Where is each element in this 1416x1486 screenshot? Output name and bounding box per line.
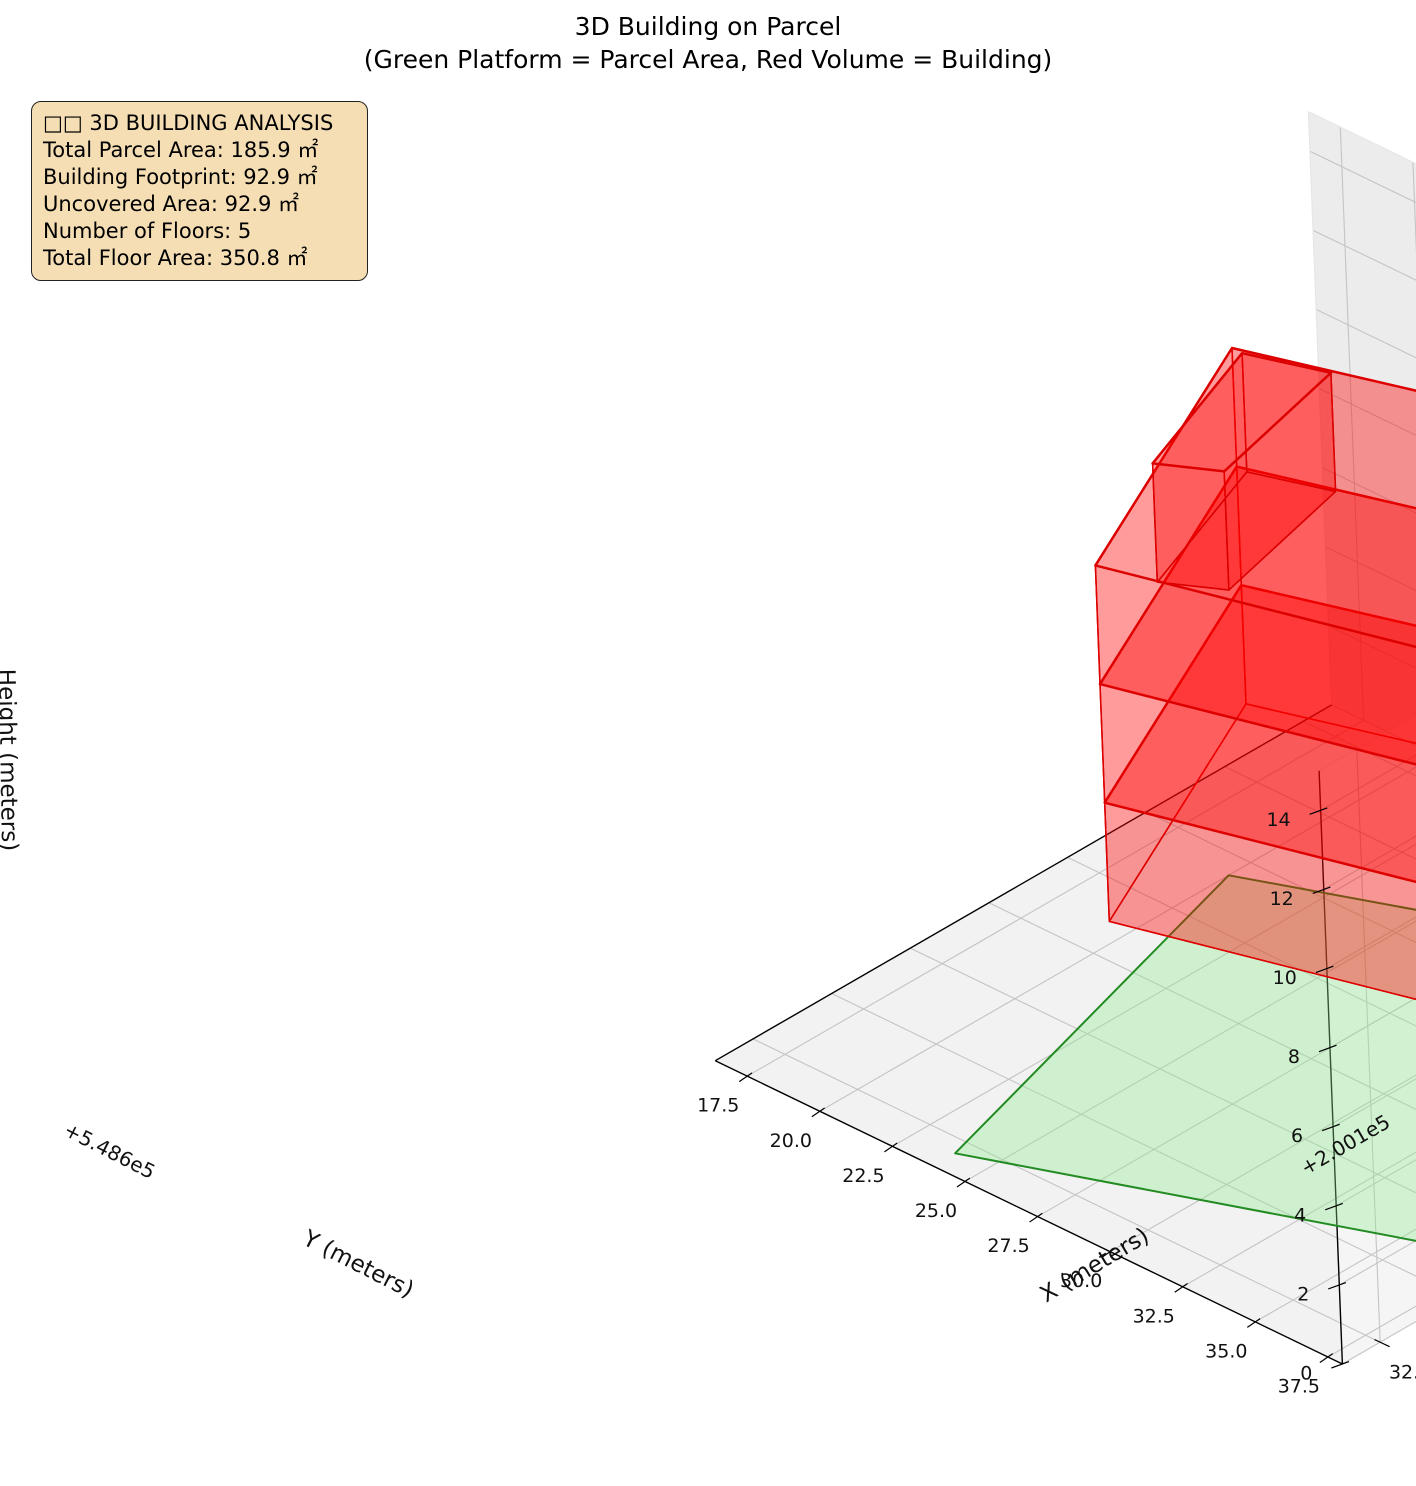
z-tick-label: 8	[1288, 1046, 1300, 1068]
info-uncovered-area: Uncovered Area: 92.9 ㎡	[43, 192, 300, 216]
info-box-heading: □□ 3D BUILDING ANALYSIS	[43, 111, 334, 135]
y-tick-label: 25.0	[915, 1200, 957, 1222]
z-tick-label: 0	[1300, 1363, 1312, 1385]
y-tick-label: 32.5	[1133, 1305, 1175, 1327]
gridline-z-left	[1309, 150, 1416, 204]
z-tick	[1318, 1044, 1337, 1053]
z-tick-label: 10	[1273, 967, 1297, 989]
x-tick-label: 32.5	[1389, 1362, 1416, 1384]
y-tick-label: 17.5	[697, 1095, 739, 1117]
info-number-of-floors: Number of Floors: 5	[43, 219, 252, 243]
gridline-y-floor	[1109, 1074, 1416, 1253]
axis-ticks: 32.535.037.540.042.545.047.550.017.520.0…	[697, 807, 1416, 1397]
gridline-y-wall	[1339, 127, 1365, 721]
z-tick-label: 2	[1297, 1283, 1309, 1305]
info-box: □□ 3D BUILDING ANALYSIS Total Parcel Are…	[31, 101, 368, 281]
chart-title: 3D Building on Parcel (Green Platform = …	[0, 10, 1416, 76]
y-tick-label: 35.0	[1205, 1340, 1247, 1362]
gridline-y-floor	[746, 719, 1364, 1077]
floor-5-top	[1151, 351, 1333, 473]
y-tick-label: 37.5	[1278, 1375, 1320, 1397]
parcel-platform	[954, 874, 1416, 1242]
z-tick	[1328, 1281, 1347, 1290]
info-total-parcel-area: Total Parcel Area: 185.9 ㎡	[43, 138, 319, 162]
scene	[954, 346, 1416, 1242]
x-axis-line	[714, 704, 1333, 1062]
z-tick	[1309, 807, 1328, 815]
z-tick	[1312, 886, 1331, 895]
gridline-y-floor	[819, 766, 1416, 1112]
y-tick	[1319, 1353, 1334, 1363]
z-axis-line	[1318, 770, 1344, 1365]
z-axis-label: Height (meters)	[0, 669, 22, 852]
y-tick	[1174, 1282, 1188, 1293]
y-tick	[1246, 1318, 1261, 1328]
gridline-y-floor	[1255, 1228, 1416, 1323]
pane-back-left	[1308, 111, 1416, 746]
z-tick-label: 14	[1266, 809, 1290, 831]
y-tick	[738, 1072, 753, 1083]
y-tick	[1101, 1247, 1116, 1258]
y-tick-label: 30.0	[1060, 1270, 1102, 1292]
y-tick	[884, 1142, 898, 1153]
gridline-y-floor	[1182, 1151, 1416, 1288]
z-tick	[1331, 1361, 1350, 1369]
z-tick	[1315, 965, 1334, 974]
y-tick	[811, 1107, 825, 1118]
chart-title-line-2: (Green Platform = Parcel Area, Red Volum…	[363, 45, 1053, 74]
y-axis-label: Y (meters)	[298, 1225, 418, 1303]
y-tick	[1029, 1212, 1043, 1223]
gridline-y-floor	[964, 920, 1416, 1182]
y-tick	[956, 1177, 971, 1188]
y-tick-label: 20.0	[770, 1130, 812, 1152]
gridline-y-floor	[892, 843, 1416, 1147]
gridline-x-wall	[1356, 748, 1381, 1343]
y-tick-label: 27.5	[987, 1235, 1029, 1257]
x-tick	[1374, 1338, 1390, 1348]
pane-floor	[715, 704, 1416, 1364]
pane-edge	[1308, 111, 1416, 165]
y-offset-label: +5.486e5	[60, 1117, 159, 1183]
z-tick-label: 12	[1270, 888, 1294, 910]
z-tick-label: 4	[1294, 1204, 1306, 1226]
z-tick	[1321, 1123, 1340, 1132]
info-total-floor-area: Total Floor Area: 350.8 ㎡	[43, 246, 308, 270]
y-tick-label: 22.5	[842, 1165, 884, 1187]
info-building-footprint: Building Footprint: 92.9 ㎡	[43, 165, 318, 189]
chart-title-line-1: 3D Building on Parcel	[574, 12, 842, 41]
z-tick-label: 6	[1291, 1125, 1303, 1147]
z-tick	[1324, 1202, 1343, 1211]
